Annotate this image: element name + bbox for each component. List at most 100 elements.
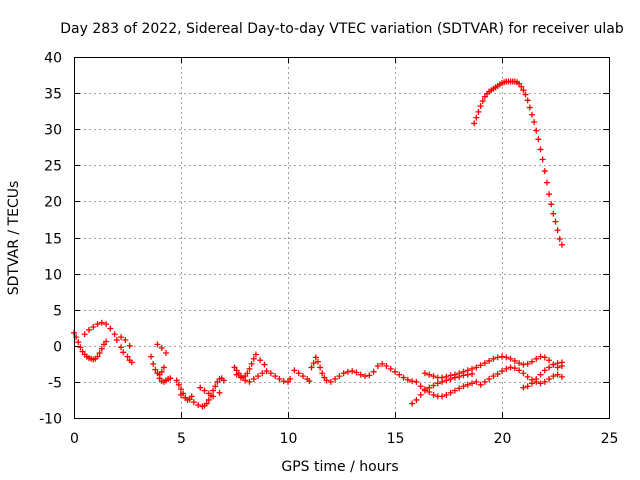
data-point [158, 368, 165, 375]
data-point [248, 360, 255, 367]
data-point [250, 376, 257, 383]
data-point [486, 357, 493, 364]
data-point [261, 361, 268, 368]
data-point [259, 370, 266, 377]
data-point [113, 337, 120, 344]
data-point [499, 353, 505, 360]
data-point [103, 321, 110, 328]
data-point [250, 355, 257, 362]
data-point [541, 168, 548, 175]
data-point [537, 353, 544, 360]
data-point [541, 367, 548, 374]
data-point [244, 370, 251, 377]
data-point [546, 191, 553, 198]
data-point [210, 387, 217, 394]
y-tick-label: 30 [44, 123, 62, 139]
data-point [392, 368, 398, 375]
data-point [216, 389, 223, 396]
data-point [128, 359, 135, 366]
data-point [528, 358, 535, 365]
data-point [533, 355, 540, 362]
data-point [310, 360, 317, 367]
data-point [558, 373, 565, 380]
data-point [439, 374, 446, 381]
data-point [178, 386, 184, 393]
x-tick-label: 25 [601, 431, 619, 447]
data-point [103, 338, 110, 345]
y-tick-label: 15 [44, 232, 62, 248]
data-point [417, 391, 424, 398]
data-point [507, 355, 514, 362]
data-point [456, 370, 463, 377]
data-point [546, 364, 553, 371]
data-point [546, 376, 553, 383]
data-point [543, 179, 550, 186]
data-point [85, 326, 92, 333]
x-tick-label: 15 [387, 431, 405, 447]
data-point [387, 365, 394, 372]
data-point [182, 394, 189, 401]
data-point [267, 370, 274, 377]
y-tick-label: 35 [44, 87, 62, 103]
data-point [178, 391, 184, 398]
data-point [548, 201, 555, 208]
x-tick-label: 10 [280, 431, 298, 447]
data-point [299, 373, 306, 380]
x-tick-label: 20 [494, 431, 512, 447]
data-point [257, 357, 264, 364]
data-point [233, 371, 240, 378]
data-point [479, 98, 486, 105]
data-point [503, 365, 510, 372]
data-point [167, 375, 174, 382]
data-point [524, 383, 531, 390]
data-point [522, 91, 529, 98]
data-point [550, 361, 557, 368]
data-point [443, 373, 450, 380]
data-point [118, 334, 125, 341]
data-point [499, 368, 505, 375]
data-point [370, 368, 377, 375]
data-point [340, 370, 347, 377]
data-point [531, 118, 538, 125]
y-tick-label: 20 [44, 195, 62, 211]
data-point [353, 369, 360, 376]
data-point [469, 370, 476, 377]
data-point [456, 385, 463, 392]
data-point [312, 354, 319, 361]
data-point [443, 391, 450, 398]
data-point [90, 324, 97, 331]
data-point [175, 381, 182, 388]
data-point [460, 383, 467, 390]
data-point [473, 364, 480, 371]
data-point [490, 373, 497, 380]
data-point [537, 380, 544, 387]
data-point [362, 373, 369, 380]
data-point [366, 372, 373, 379]
chart-title: Day 283 of 2022, Sidereal Day-to-day VTE… [60, 21, 624, 37]
grid-lines [74, 57, 609, 418]
data-point [317, 364, 324, 371]
data-point [413, 378, 420, 385]
data-point [409, 400, 416, 407]
data-point [413, 396, 420, 403]
data-point [276, 376, 283, 383]
y-tick-label: -5 [48, 376, 62, 392]
data-point [308, 364, 315, 371]
data-point [242, 377, 249, 384]
data-point [197, 384, 204, 391]
data-point [212, 383, 219, 390]
data-point [528, 380, 535, 387]
data-point [447, 389, 454, 396]
data-point [107, 325, 114, 332]
data-point [541, 378, 548, 385]
data-point [349, 368, 356, 375]
data-point [81, 331, 88, 338]
data-point [396, 371, 403, 378]
data-point [554, 227, 561, 234]
data-point [150, 360, 157, 367]
data-point [205, 396, 212, 403]
data-point [173, 377, 180, 384]
data-point [252, 351, 259, 358]
data-point [511, 365, 518, 372]
data-point [122, 337, 129, 344]
